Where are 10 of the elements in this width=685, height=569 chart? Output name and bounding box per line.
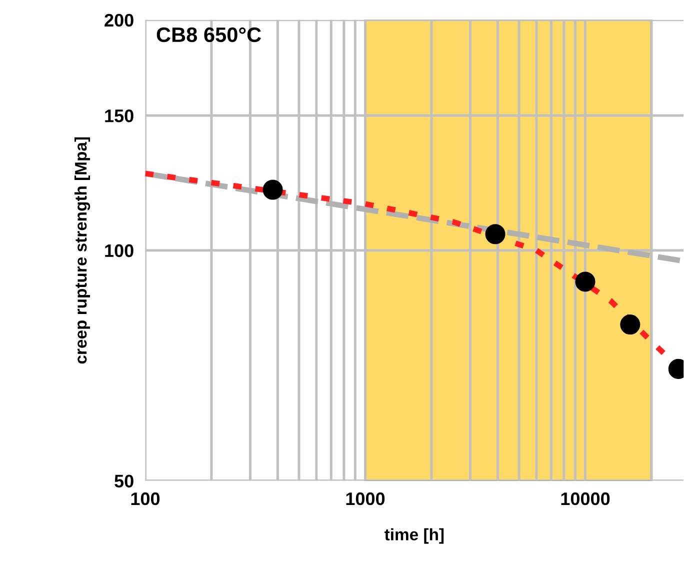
x-tick-label: 1000 bbox=[346, 492, 385, 506]
x-tick-label: 100 bbox=[131, 492, 160, 506]
x-axis-title: time [h] bbox=[384, 528, 444, 544]
y-tick-label: 100 bbox=[105, 244, 134, 258]
y-tick-label: 150 bbox=[105, 109, 134, 122]
chart-title: CB8 650°C bbox=[156, 27, 262, 42]
y-tick-label: 200 bbox=[104, 14, 134, 27]
y-tick-label: 50 bbox=[114, 474, 134, 488]
x-tick-label: 10000 bbox=[561, 492, 610, 506]
y-axis-title: creep rupture strength [Mpa] bbox=[74, 137, 90, 364]
